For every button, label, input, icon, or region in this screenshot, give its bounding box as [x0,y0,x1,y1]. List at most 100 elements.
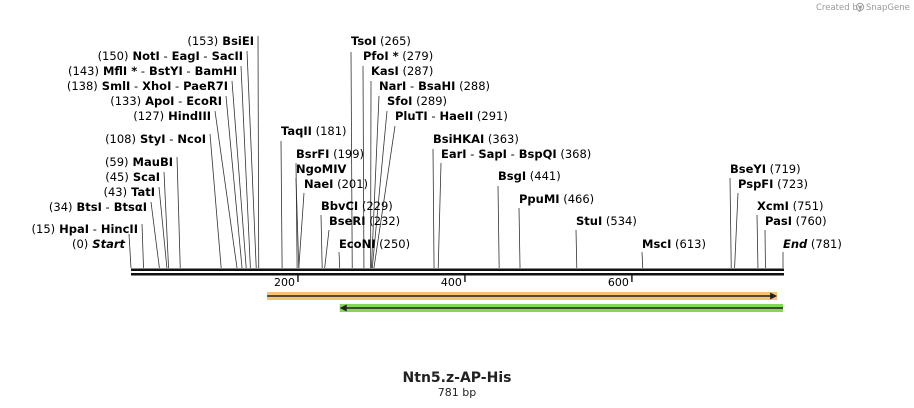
site-leader-btsi [150,201,160,269]
site-label-part: - [467,147,475,161]
site-label-tati[interactable]: (43) TatI [103,185,155,199]
site-leader-bsihkai [432,148,435,269]
site-leader-pspfi [734,192,739,269]
site-leader-tati [158,186,168,269]
site-label-bsrfi[interactable]: BsrFI (199) [296,147,364,161]
site-label-part: MauBI [129,155,173,169]
site-label-nari[interactable]: NarI - BsaHI (288) [379,79,490,93]
site-label-bbvci[interactable]: BbvCI (229) [321,199,393,213]
site-label-part: - [171,79,179,93]
site-label-pasi[interactable]: PasI (760) [765,214,827,228]
site-leader-hindiii [214,110,238,269]
site-label-part: HpaI [55,222,89,236]
features-track [267,292,783,312]
site-leader-bbvci [320,214,323,269]
site-label-part: BtsI [73,200,102,214]
site-label-part: (288) [455,79,490,93]
site-label-pspfi[interactable]: PspFI (723) [738,177,808,191]
site-label-part: BsiEI [218,34,254,48]
site-label-maubi[interactable]: (59) MauBI [105,155,173,169]
site-label-part: PasI [765,214,792,228]
site-label-part: (613) [671,237,706,251]
site-label-part: NarI [379,79,406,93]
site-label-part: - [183,64,191,78]
site-leader-hpai [141,223,144,269]
site-leader-stui [575,229,578,269]
site-leader-bseri [324,229,330,269]
site-label-part: StuI [576,214,602,228]
site-leader-econi [338,251,341,269]
credit-text: Created by [816,3,863,13]
site-label-part: (34) [49,200,73,214]
site-leader-styi [209,133,222,269]
site-label-part: BsgI [498,169,526,183]
site-label-part: MflI * [99,64,137,78]
site-label-start[interactable]: (0) Start [72,237,126,251]
site-label-tsoi[interactable]: TsoI (265) [351,34,411,48]
site-label-bseyi[interactable]: BseYI (719) [730,162,801,176]
site-label-part: BsaHI [414,79,455,93]
site-label-part: - [130,79,138,93]
site-label-part: (723) [773,177,808,191]
site-label-part: (138) [67,79,98,93]
site-leader-pfoi [362,65,365,269]
site-label-noti[interactable]: (150) NotI - EagI - SacII [98,49,243,63]
snapgene-logo-icon [855,2,865,12]
site-label-part: (133) [110,94,141,108]
site-label-styi[interactable]: (108) StyI - NcoI [105,132,206,146]
site-label-bsihkai[interactable]: BsiHKAI (363) [433,132,519,146]
site-label-hindiii[interactable]: (127) HindIII [133,109,211,123]
site-leaders [128,35,784,269]
site-label-msci[interactable]: MscI (613) [642,237,706,251]
site-leader-ngomiv [295,177,300,269]
site-label-bseri[interactable]: BseRI (232) [329,214,400,228]
site-label-xcmi[interactable]: XcmI (751) [757,199,824,213]
site-label-naei[interactable]: NaeI (201) [304,177,368,191]
site-label-part: NaeI [304,177,333,191]
site-label-part: (181) [312,124,347,138]
site-label-scai[interactable]: (45) ScaI [105,170,160,184]
site-label-stui[interactable]: StuI (534) [576,214,637,228]
site-label-part: HaeII [436,109,474,123]
site-label-part: XcmI [757,199,789,213]
site-label-hpai[interactable]: (15) HpaI - HincII [32,222,138,236]
site-label-bsgi[interactable]: BsgI (441) [498,169,561,183]
site-label-part: (232) [366,214,401,228]
site-label-btsi[interactable]: (34) BtsI - BtsαI [49,200,147,214]
site-label-part: (0) [72,237,88,251]
site-leader-tsoi [350,51,353,269]
feature-green-reverse[interactable] [339,304,783,312]
axis-tick-label: 400 [441,276,462,289]
site-label-part: (760) [792,214,827,228]
site-label-pluti[interactable]: PluTI - HaeII (291) [395,109,508,123]
site-label-part: SacII [208,49,243,63]
site-labels: (0) Start(15) HpaI - HincII (34) BtsI - B… [32,34,842,251]
site-leader-mfli [240,65,251,269]
site-label-kasi[interactable]: KasI (287) [371,64,433,78]
site-label-part: XhoI [138,79,171,93]
site-label-apoi[interactable]: (133) ApoI - EcoRI [110,94,222,108]
site-label-smli[interactable]: (138) SmlI - XhoI - PaeR7I [67,79,228,93]
site-leader-sfoi [371,110,388,269]
site-label-part: (250) [375,237,410,251]
site-label-sfoi[interactable]: SfoI (289) [387,94,447,108]
site-label-part: - [166,132,174,146]
feature-orange-forward[interactable] [267,292,778,300]
site-leader-scai [163,171,169,269]
site-label-part: TsoI [351,34,376,48]
site-label-ppumi[interactable]: PpuMI (466) [519,192,594,206]
site-label-ngomiv[interactable]: NgoMIV [296,162,346,176]
site-label-bsiei[interactable]: (153) BsiEI [187,34,254,48]
site-label-eari[interactable]: EarI - SapI - BspQI (368) [441,147,591,161]
site-label-pfoi[interactable]: PfoI * (279) [363,49,433,63]
site-label-part: (199) [329,147,364,161]
site-label-econi[interactable]: EcoNI (250) [339,237,410,251]
site-label-end[interactable]: End (781) [783,237,842,251]
site-label-part: SmlI [98,79,131,93]
site-label-part: BseYI [730,162,766,176]
site-label-taqii[interactable]: TaqII (181) [281,124,347,138]
site-label-mfli[interactable]: (143) MflI * - BstYI - BamHI [68,64,237,78]
site-label-part: (45) [105,170,129,184]
site-label-part: (441) [526,169,561,183]
site-label-part: - [137,64,145,78]
